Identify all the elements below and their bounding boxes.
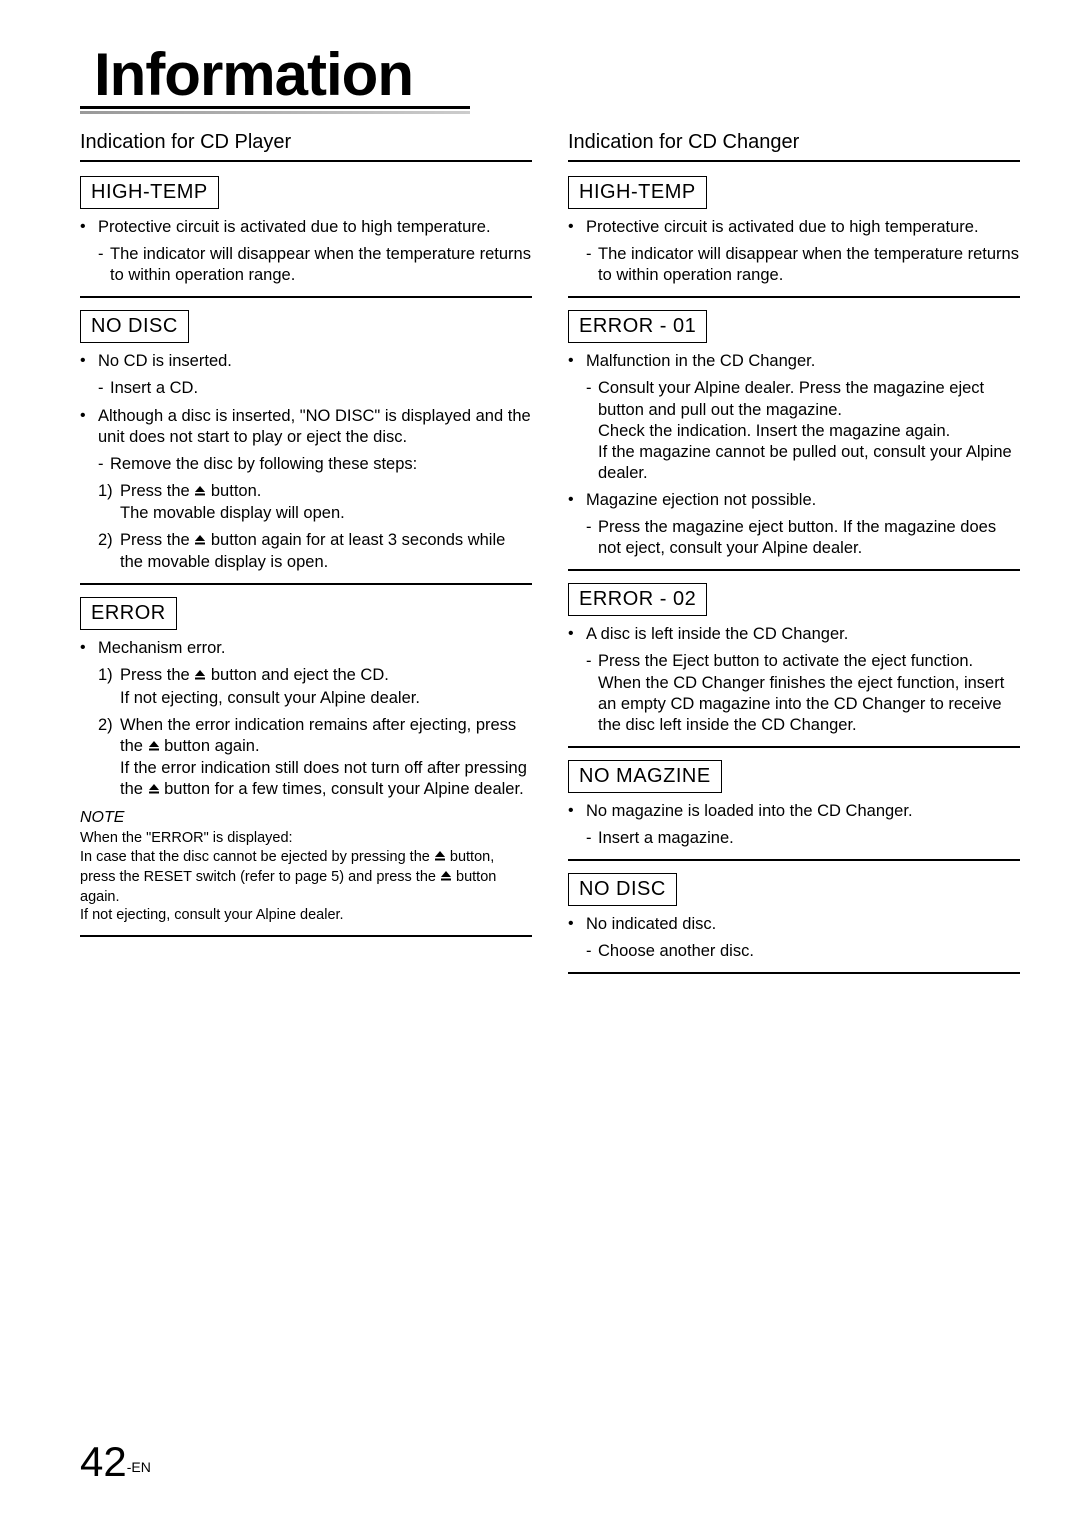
bullet-item: •Mechanism error.: [80, 638, 532, 659]
step-item: 2)Press the button again for at least 3 …: [98, 530, 532, 573]
eject-icon: [148, 737, 160, 758]
eject-icon: [194, 666, 206, 687]
sub-item: -Insert a CD.: [98, 378, 532, 399]
note-body: When the "ERROR" is displayed:In case th…: [80, 829, 532, 925]
sub-item: -Remove the disc by following these step…: [98, 454, 532, 475]
page-number: 42-EN: [80, 1438, 151, 1486]
bullet-item: •Although a disc is inserted, "NO DISC" …: [80, 406, 532, 448]
eject-icon: [148, 780, 160, 801]
sub-item: -The indicator will disappear when the t…: [586, 244, 1020, 286]
sub-item: -The indicator will disappear when the t…: [98, 244, 532, 286]
left-column: Indication for CD Player HIGH-TEMP •Protec…: [80, 131, 532, 986]
note-label: NOTE: [80, 809, 532, 827]
eject-icon: [434, 849, 446, 868]
page-title: Information: [80, 40, 413, 109]
bullet-item: •Protective circuit is activated due to …: [80, 217, 532, 238]
error-code-box: HIGH-TEMP: [80, 176, 219, 209]
sub-item: -Press the Eject button to activate the …: [586, 651, 1020, 735]
sub-item: -Insert a magazine.: [586, 828, 1020, 849]
eject-icon: [194, 482, 206, 503]
sub-item: -Press the magazine eject button. If the…: [586, 517, 1020, 559]
step-item: 2)When the error indication remains afte…: [98, 715, 532, 801]
error-code-box: NO DISC: [80, 310, 189, 343]
bullet-item: •No indicated disc.: [568, 914, 1020, 935]
section-title: Indication for CD Player: [80, 131, 532, 154]
bullet-item: •Magazine ejection not possible.: [568, 490, 1020, 511]
bullet-item: •Malfunction in the CD Changer.: [568, 351, 1020, 372]
bullet-item: •A disc is left inside the CD Changer.: [568, 624, 1020, 645]
step-item: 1)Press the button.The movable display w…: [98, 481, 532, 524]
right-column: Indication for CD Changer HIGH-TEMP •Prote…: [568, 131, 1020, 986]
sub-item: -Consult your Alpine dealer. Press the m…: [586, 378, 1020, 484]
bullet-item: •No magazine is loaded into the CD Chang…: [568, 801, 1020, 822]
error-code-box: ERROR - 02: [568, 583, 707, 616]
eject-icon: [194, 531, 206, 552]
bullet-item: •Protective circuit is activated due to …: [568, 217, 1020, 238]
eject-icon: [440, 869, 452, 888]
section-title: Indication for CD Changer: [568, 131, 1020, 154]
error-code-box: NO DISC: [568, 873, 677, 906]
error-code-box: NO MAGZINE: [568, 760, 722, 793]
sub-item: -Choose another disc.: [586, 941, 1020, 962]
error-code-box: ERROR: [80, 597, 177, 630]
bullet-item: •No CD is inserted.: [80, 351, 532, 372]
error-code-box: ERROR - 01: [568, 310, 707, 343]
step-item: 1)Press the button and eject the CD.If n…: [98, 665, 532, 708]
error-code-box: HIGH-TEMP: [568, 176, 707, 209]
